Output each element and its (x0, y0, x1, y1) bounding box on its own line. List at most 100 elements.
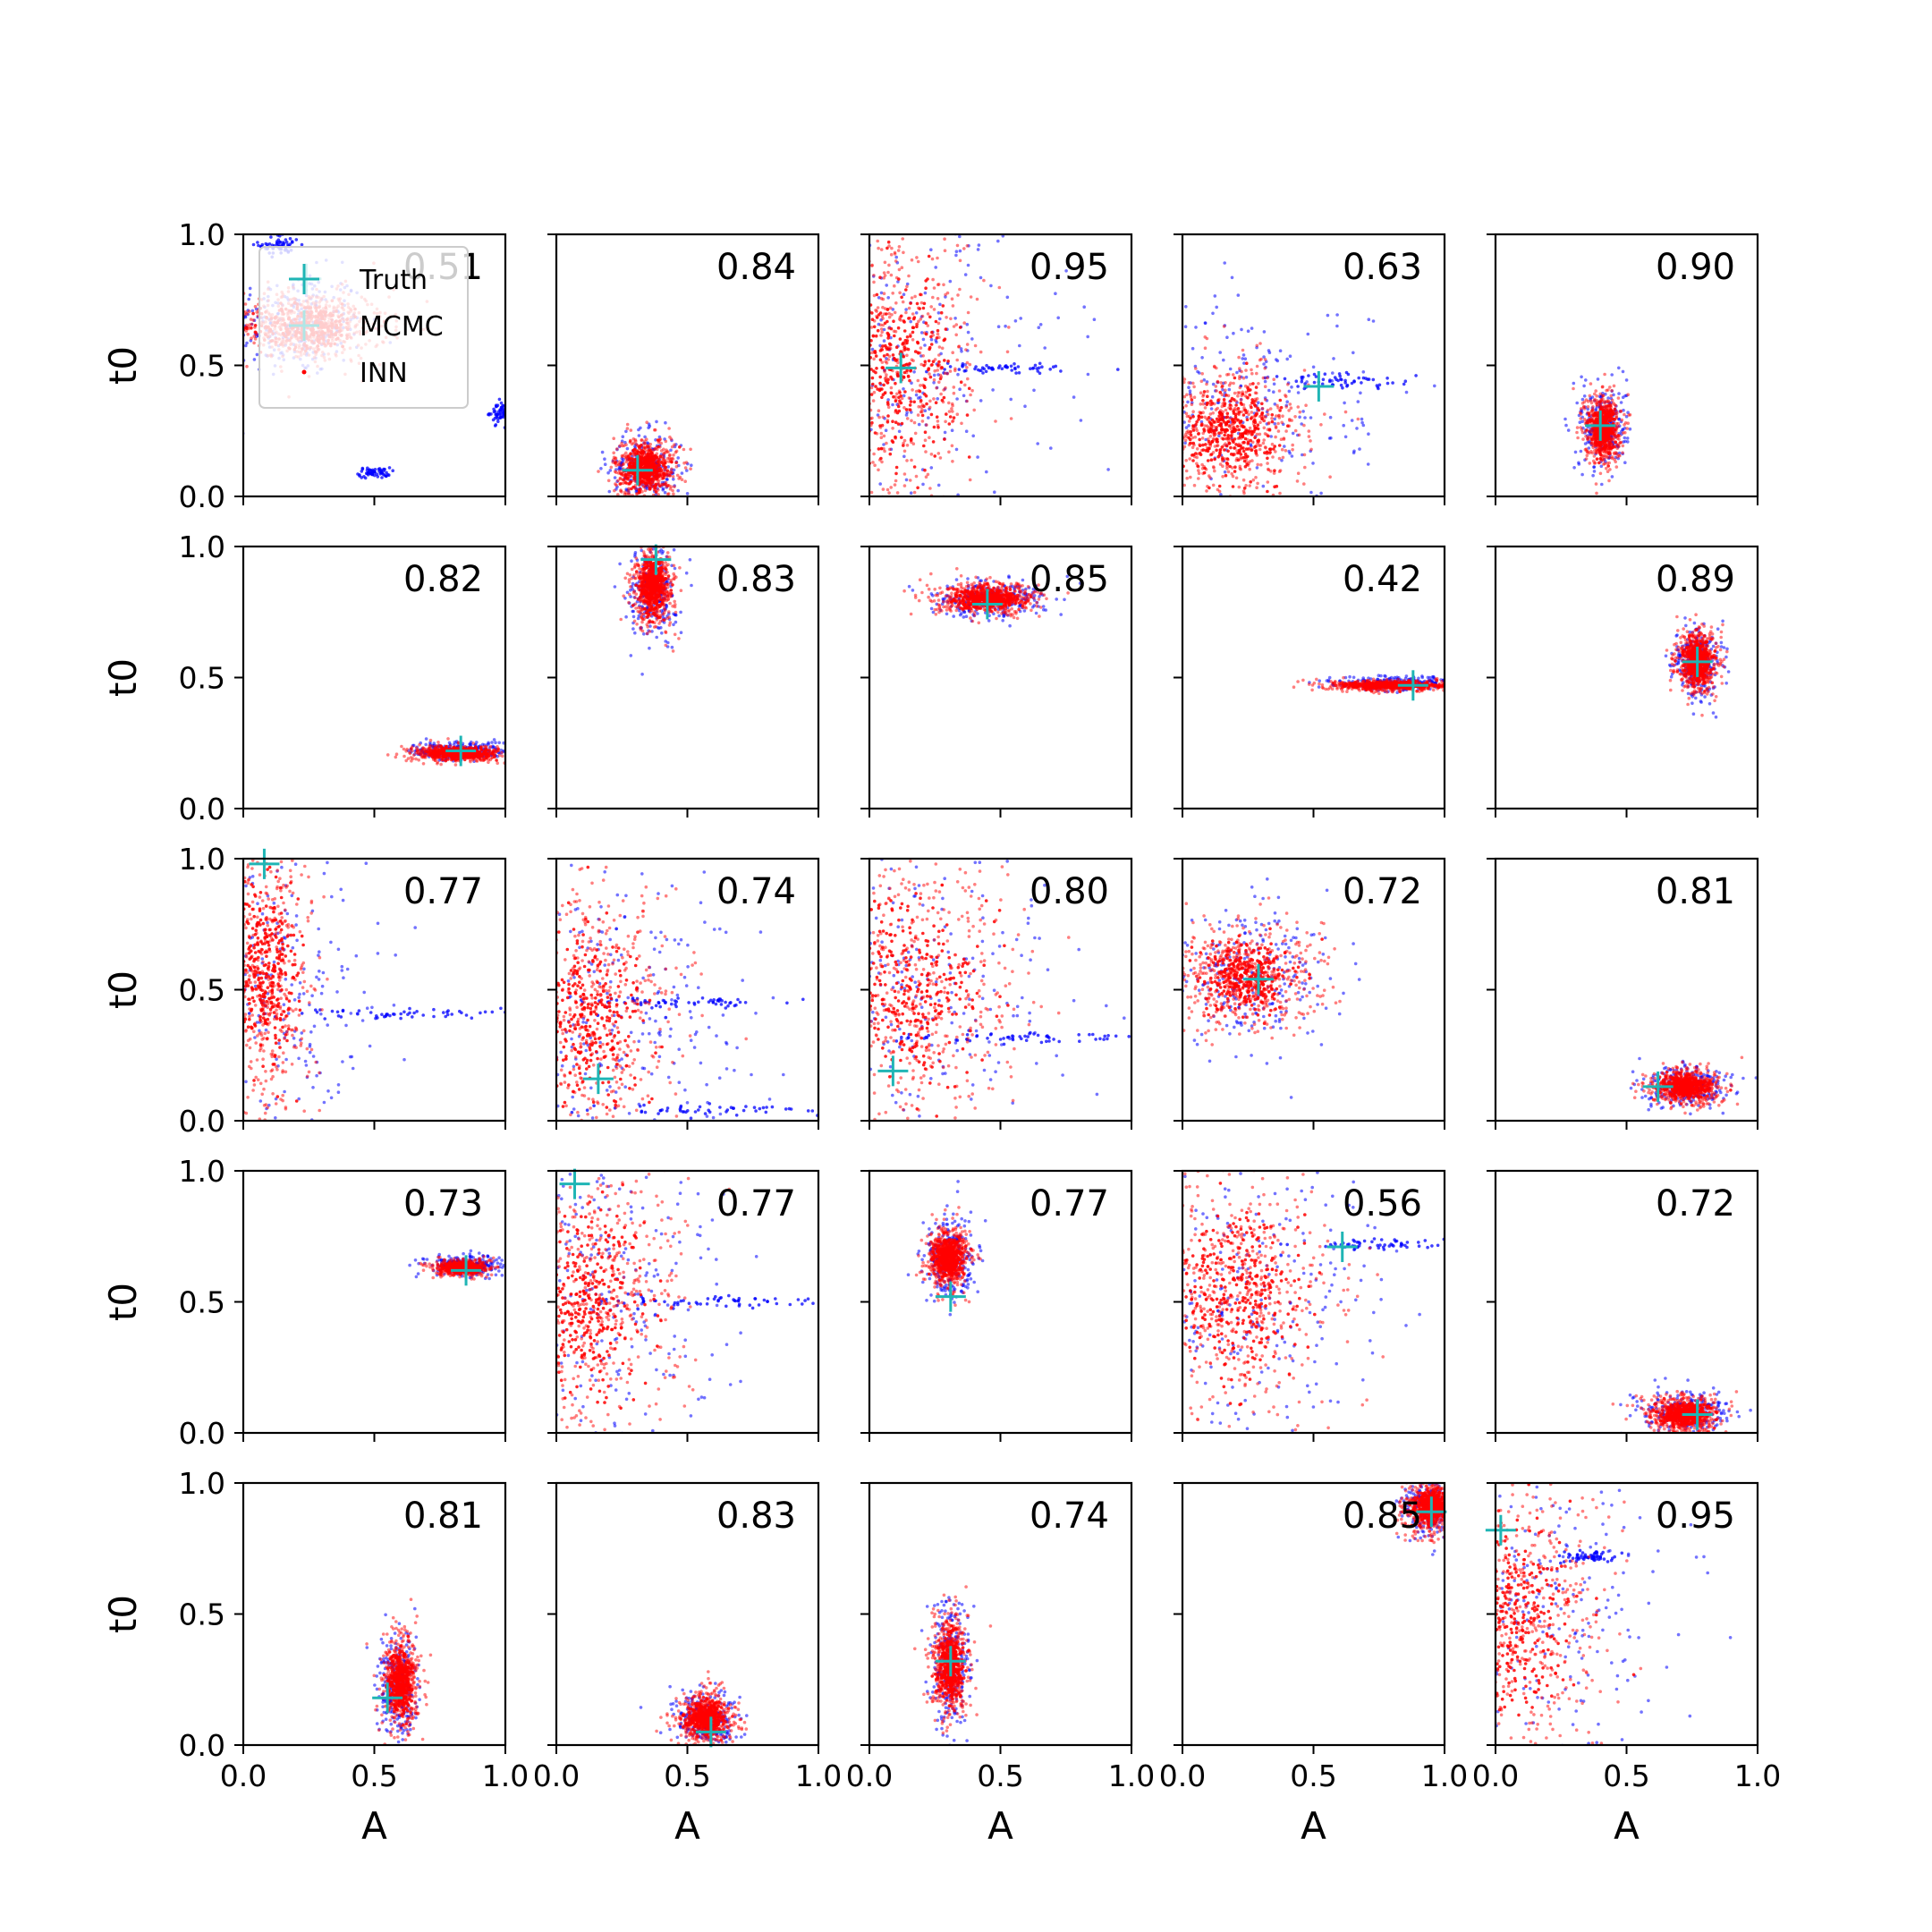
inn-point (671, 488, 674, 493)
inn-point (888, 452, 893, 456)
inn-point (886, 401, 890, 404)
mcmc-point (1086, 335, 1089, 339)
inn-point (1247, 412, 1250, 417)
inn-point (897, 245, 902, 249)
mcmc-point (647, 422, 651, 427)
inn-point (1233, 429, 1236, 434)
mcmc-point (943, 368, 946, 371)
inn-point (1224, 473, 1228, 478)
inn-point (1262, 438, 1266, 442)
mcmc-point (275, 242, 279, 246)
inn-point (1229, 434, 1233, 437)
inn-point (907, 274, 911, 278)
inn-point (885, 312, 888, 316)
inn-point (245, 364, 249, 369)
inn-point (880, 366, 885, 369)
inn-point (632, 485, 636, 489)
inn-point (1206, 459, 1210, 462)
inn-point (1233, 465, 1237, 469)
inn-point (657, 457, 661, 462)
inn-point (1572, 386, 1575, 391)
inn-point (678, 475, 682, 479)
mcmc-point (493, 424, 497, 428)
inn-point (661, 459, 665, 463)
mcmc-point (927, 416, 930, 419)
inn-point (1248, 393, 1251, 397)
inn-point (897, 277, 901, 281)
mcmc-point (1359, 391, 1362, 395)
mcmc-point (1340, 377, 1343, 382)
inn-point (1272, 447, 1275, 451)
mcmc-point (244, 343, 248, 348)
mcmc-point (603, 457, 606, 461)
mcmc-point (358, 473, 361, 477)
mcmc-point (1242, 361, 1246, 365)
inn-point (952, 391, 956, 395)
inn-point (875, 309, 878, 313)
inn-point (902, 406, 906, 410)
inn-point (1185, 393, 1189, 397)
inn-point (1260, 406, 1265, 411)
inn-point (931, 440, 936, 444)
inn-point (881, 305, 885, 309)
inn-point (937, 360, 941, 364)
inn-point (1230, 396, 1234, 401)
inn-point (869, 386, 874, 390)
inn-point (925, 402, 928, 406)
inn-point (876, 239, 879, 243)
mcmc-point (1010, 369, 1013, 372)
mcmc-point (1352, 351, 1355, 355)
inn-point (1247, 429, 1251, 433)
inn-point (1189, 394, 1192, 397)
inn-point (665, 456, 670, 461)
inn-point (1238, 464, 1242, 469)
inn-point (894, 345, 899, 350)
legend-label-mcmc: MCMC (360, 311, 444, 343)
inn-point (1207, 439, 1211, 444)
inn-point (965, 399, 969, 403)
inn-point (1184, 469, 1189, 473)
inn-point (1197, 469, 1200, 472)
inn-point (1191, 441, 1196, 445)
inn-point (924, 450, 928, 453)
inn-point (919, 384, 922, 387)
mcmc-point (1106, 468, 1110, 471)
inn-point (1194, 427, 1198, 430)
inn-point (934, 319, 938, 324)
inn-point (1302, 453, 1307, 457)
inn-point (1191, 415, 1195, 419)
inn-point (889, 386, 894, 390)
inn-point (1252, 402, 1257, 407)
inn-point (631, 457, 635, 461)
inn-point (1226, 436, 1231, 440)
inn-point (911, 326, 916, 330)
inn-point (1278, 469, 1283, 472)
mcmc-point (936, 311, 941, 315)
inn-point (948, 415, 953, 419)
inn-point (1208, 446, 1211, 451)
inn-point (1222, 428, 1225, 432)
mcmc-point (1267, 388, 1271, 393)
mcmc-point (936, 397, 939, 401)
inn-point (670, 445, 674, 449)
inn-point (902, 449, 907, 453)
inn-point (1203, 406, 1208, 410)
inn-point (648, 487, 652, 490)
mcmc-point (1290, 454, 1294, 458)
inn-point (1241, 449, 1246, 453)
mcmc-point (914, 311, 919, 315)
inn-point (1223, 448, 1226, 452)
mcmc-point (1188, 389, 1192, 394)
inn-point (893, 284, 896, 288)
inn-point (902, 341, 905, 345)
inn-point (1197, 477, 1200, 480)
inn-point (1183, 438, 1188, 443)
inn-point (901, 237, 904, 241)
mcmc-point (1182, 420, 1186, 424)
mcmc-point (1612, 393, 1615, 397)
inn-point (940, 346, 945, 351)
mcmc-point (966, 330, 970, 335)
inn-point (624, 451, 628, 455)
inn-point (930, 257, 935, 261)
inn-point (955, 412, 960, 417)
